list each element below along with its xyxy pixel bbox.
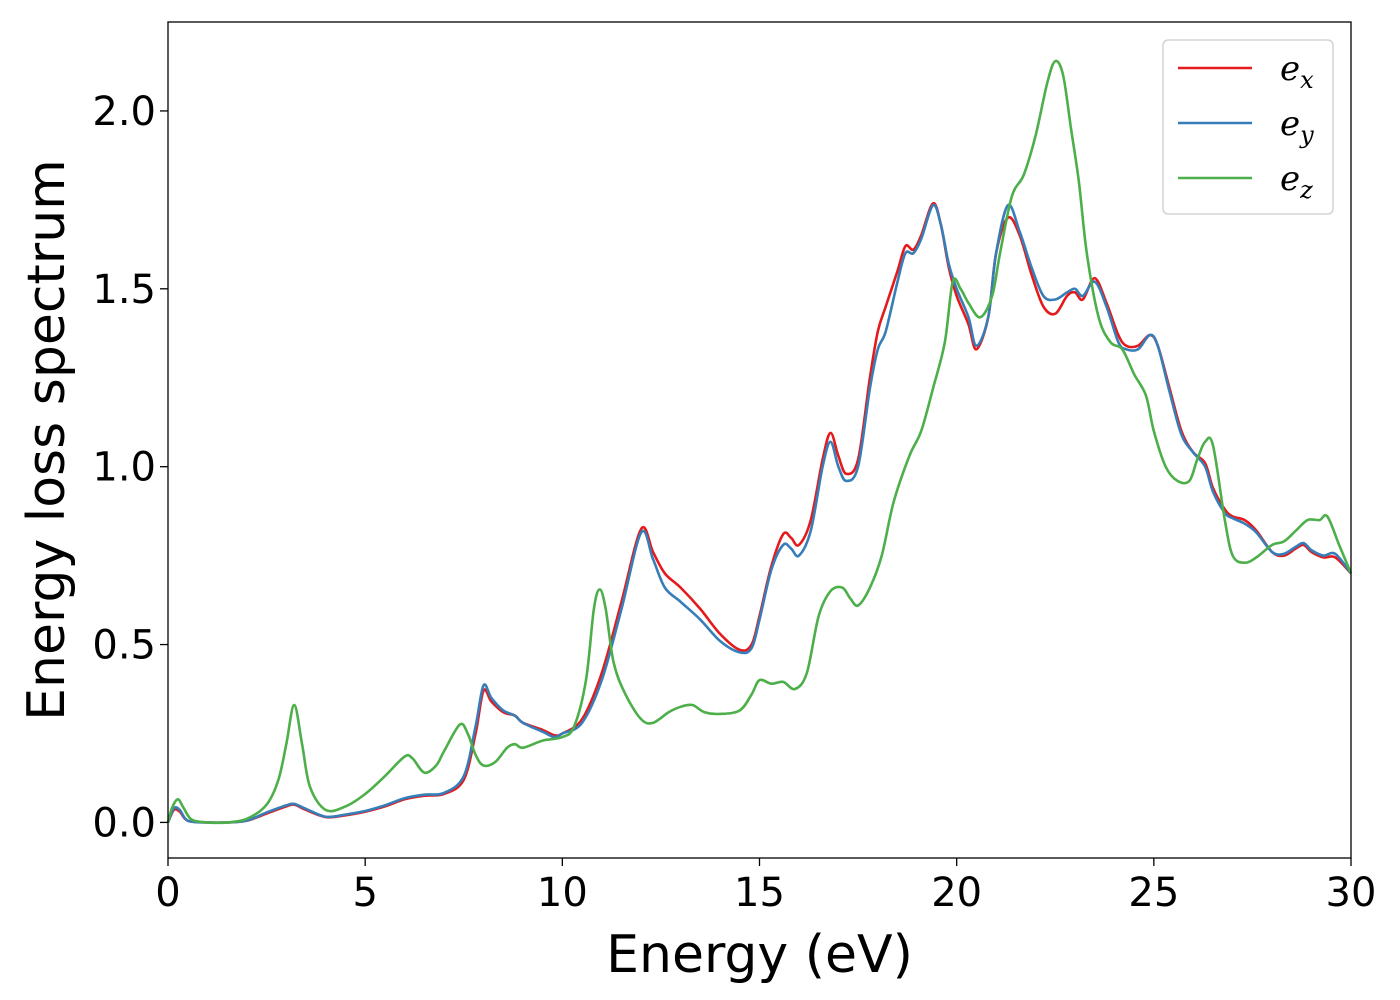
x-tick-label: 30 (1326, 870, 1377, 916)
legend-label-base: e (1280, 159, 1300, 199)
y-tick-label: 1.5 (92, 267, 156, 313)
x-axis-label: Energy (eV) (606, 925, 913, 985)
plot-lines (166, 59, 1353, 825)
x-tick-label: 25 (1128, 870, 1179, 916)
y-axis: 0.0 0.5 1.0 1.5 2.0 (92, 89, 168, 846)
legend-label-z: ez (1280, 159, 1313, 204)
y-tick-label: 0.5 (92, 623, 156, 669)
legend-label-subscript: z (1299, 176, 1313, 204)
legend-label-base: e (1280, 104, 1300, 144)
y-axis-label: Energy loss spectrum (17, 159, 77, 721)
x-tick-label: 5 (352, 870, 377, 916)
x-tick-label: 15 (734, 870, 785, 916)
legend-label-x: ex (1280, 49, 1314, 94)
legend-label-base: e (1280, 49, 1300, 89)
x-tick-label: 10 (537, 870, 588, 916)
legend-label-subscript: y (1299, 121, 1314, 149)
series-line-z (166, 59, 1353, 825)
x-tick-label: 20 (931, 870, 982, 916)
x-tick-label: 0 (155, 870, 180, 916)
series-line-x (166, 202, 1352, 824)
y-tick-label: 1.0 (92, 445, 156, 491)
legend-label-y: ey (1280, 104, 1314, 149)
y-tick-label: 2.0 (92, 89, 156, 135)
legend-box (1162, 39, 1334, 215)
series-line-y (166, 203, 1353, 824)
x-axis: 0 5 10 15 20 25 30 (155, 858, 1376, 916)
y-tick-label: 0.0 (92, 800, 156, 846)
legend-label-subscript: x (1300, 66, 1314, 94)
